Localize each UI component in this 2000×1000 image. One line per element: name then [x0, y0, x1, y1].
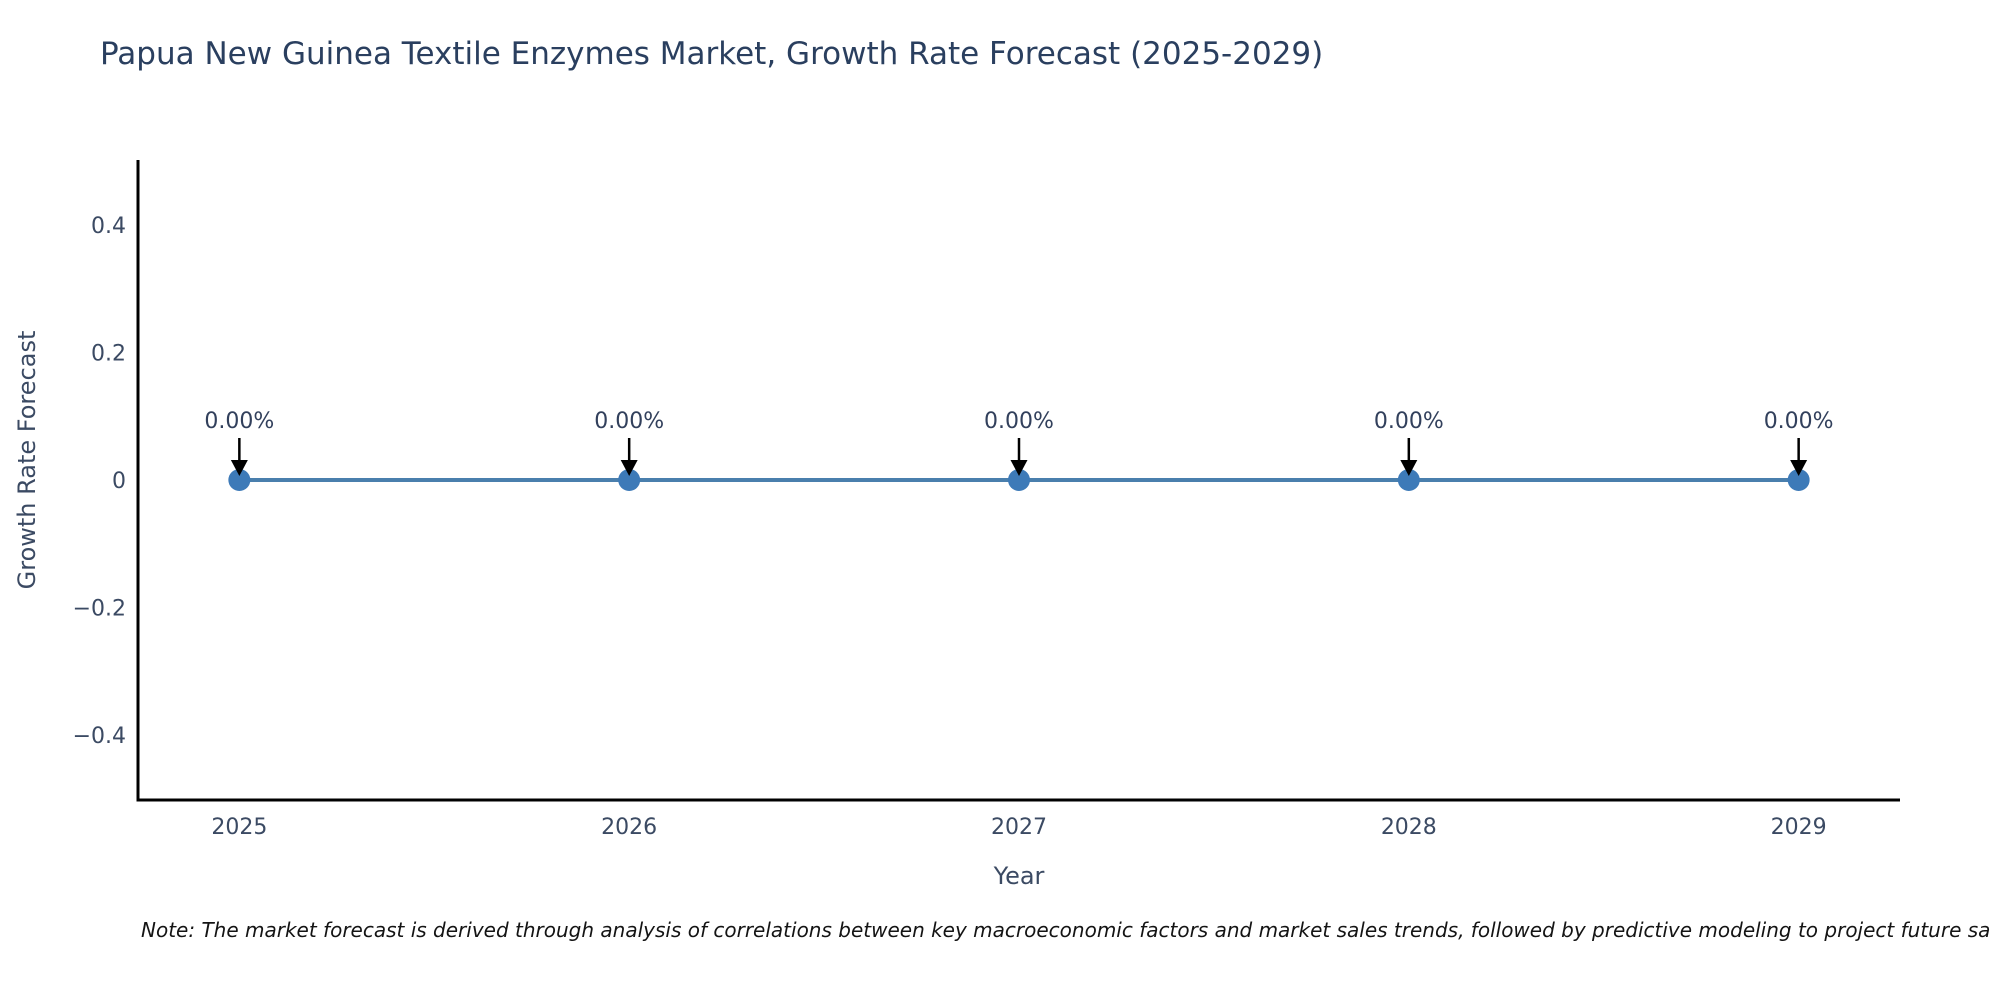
data-point-marker: [618, 469, 641, 491]
y-tick-label: 0.2: [91, 342, 126, 367]
annotation-label: 0.00%: [1374, 409, 1444, 434]
annotation-label: 0.00%: [984, 409, 1054, 434]
data-point-marker: [1008, 469, 1030, 491]
data-point-marker: [1787, 469, 1810, 491]
x-tick-label: 2027: [991, 815, 1047, 840]
footnote: Note: The market forecast is derived thr…: [141, 918, 1991, 942]
data-point-marker: [1397, 469, 1420, 491]
chart-title: Papua New Guinea Textile Enzymes Market,…: [100, 36, 1324, 72]
data-point-marker: [228, 469, 251, 491]
annotation-arrowhead: [1400, 460, 1418, 476]
annotation-label: 0.00%: [594, 409, 664, 434]
y-tick-label: 0: [112, 469, 126, 494]
annotation-arrowhead: [620, 460, 638, 476]
x-axis-title: Year: [993, 862, 1045, 890]
annotation-arrowhead: [230, 460, 248, 476]
y-tick-label: 0.4: [91, 214, 126, 239]
x-tick-label: 2025: [211, 815, 267, 840]
x-tick-label: 2029: [1771, 815, 1827, 840]
annotation-label: 0.00%: [1764, 409, 1834, 434]
y-tick-label: −0.4: [73, 724, 126, 749]
y-tick-label: −0.2: [73, 596, 126, 621]
annotation-label: 0.00%: [204, 409, 274, 434]
x-tick-label: 2028: [1381, 815, 1437, 840]
x-tick-label: 2026: [601, 815, 657, 840]
annotation-arrowhead: [1010, 460, 1028, 476]
annotation-arrowhead: [1790, 460, 1808, 476]
